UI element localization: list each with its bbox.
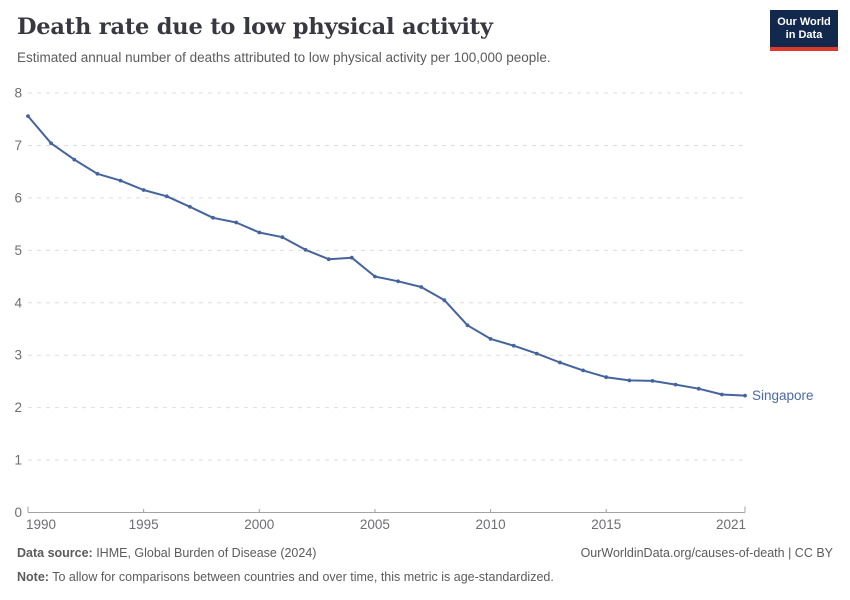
data-point-1993[interactable] [95, 171, 100, 176]
data-point-2013[interactable] [558, 360, 562, 365]
x-tick-label-2015: 2015 [591, 517, 621, 532]
y-tick-label-0: 0 [14, 505, 22, 520]
y-tick-label-4: 4 [14, 295, 22, 310]
chart-subtitle: Estimated annual number of deaths attrib… [17, 50, 551, 65]
x-tick-label-2005: 2005 [360, 517, 390, 532]
owid-logo-line2: in Data [785, 28, 823, 41]
owid-logo-red-bar [770, 47, 838, 51]
data-point-1991[interactable] [49, 141, 53, 146]
data-source-line: Data source: IHME, Global Burden of Dise… [17, 546, 316, 561]
y-tick-label-5: 5 [14, 243, 22, 258]
owid-logo-text: Our World in Data [770, 10, 838, 47]
data-point-2011[interactable] [511, 343, 516, 348]
data-source-label: Data source: [17, 546, 93, 560]
note-text: To allow for comparisons between countri… [48, 570, 554, 584]
data-point-1990[interactable] [26, 114, 30, 118]
y-tick-label-8: 8 [14, 86, 22, 101]
y-tick-label-2: 2 [14, 400, 22, 415]
data-point-2015[interactable] [604, 375, 609, 380]
x-tick-label-2000: 2000 [244, 517, 274, 532]
data-point-1992[interactable] [72, 157, 77, 162]
y-tick-label-1: 1 [14, 453, 22, 468]
series-line-singapore[interactable] [27, 115, 746, 397]
data-point-2005[interactable] [373, 274, 377, 279]
data-point-2003[interactable] [326, 257, 331, 262]
chart-footer: Data source: IHME, Global Burden of Dise… [17, 546, 833, 585]
x-tick-label-2021: 2021 [716, 517, 746, 532]
data-source-text: IHME, Global Burden of Disease (2024) [92, 546, 317, 560]
series-end-label[interactable]: Singapore [752, 388, 814, 403]
data-point-2019[interactable] [696, 386, 701, 391]
data-point-1995[interactable] [141, 188, 146, 192]
y-tick-label-6: 6 [14, 190, 22, 205]
attribution-link[interactable]: OurWorldinData.org/causes-of-death | CC … [580, 546, 833, 560]
data-point-1999[interactable] [234, 220, 239, 225]
data-point-2000[interactable] [257, 230, 262, 235]
chart-header: Death rate due to low physical activity … [17, 14, 757, 67]
data-point-2012[interactable] [534, 351, 539, 356]
x-tick-label-1990: 1990 [26, 517, 56, 532]
y-tick-label-7: 7 [14, 138, 22, 153]
data-point-2009[interactable] [465, 323, 470, 328]
data-point-1994[interactable] [118, 178, 123, 183]
x-tick-label-2010: 2010 [476, 517, 506, 532]
owid-logo-line1: Our World [777, 15, 831, 28]
data-point-2020[interactable] [720, 392, 724, 397]
data-point-2008[interactable] [442, 298, 447, 302]
data-point-1997[interactable] [188, 204, 192, 209]
data-point-2001[interactable] [280, 235, 285, 240]
data-point-2016[interactable] [627, 378, 632, 383]
data-point-2007[interactable] [419, 285, 424, 289]
data-point-2018[interactable] [673, 382, 678, 387]
data-point-2006[interactable] [396, 279, 400, 284]
data-point-1996[interactable] [164, 194, 169, 199]
data-point-2021[interactable] [743, 393, 747, 398]
note-line: Note: To allow for comparisons between c… [17, 570, 554, 585]
y-tick-label-3: 3 [14, 348, 22, 363]
data-point-2017[interactable] [650, 379, 655, 383]
data-point-2014[interactable] [581, 368, 585, 373]
x-tick-label-1995: 1995 [129, 517, 159, 532]
data-point-2004[interactable] [349, 255, 354, 260]
data-point-1998[interactable] [211, 215, 215, 220]
page-title: Death rate due to low physical activity [17, 14, 493, 40]
owid-logo[interactable]: Our World in Data [770, 10, 838, 51]
data-point-2010[interactable] [488, 337, 493, 341]
data-point-2002[interactable] [303, 247, 308, 252]
note-label: Note: [17, 570, 49, 584]
